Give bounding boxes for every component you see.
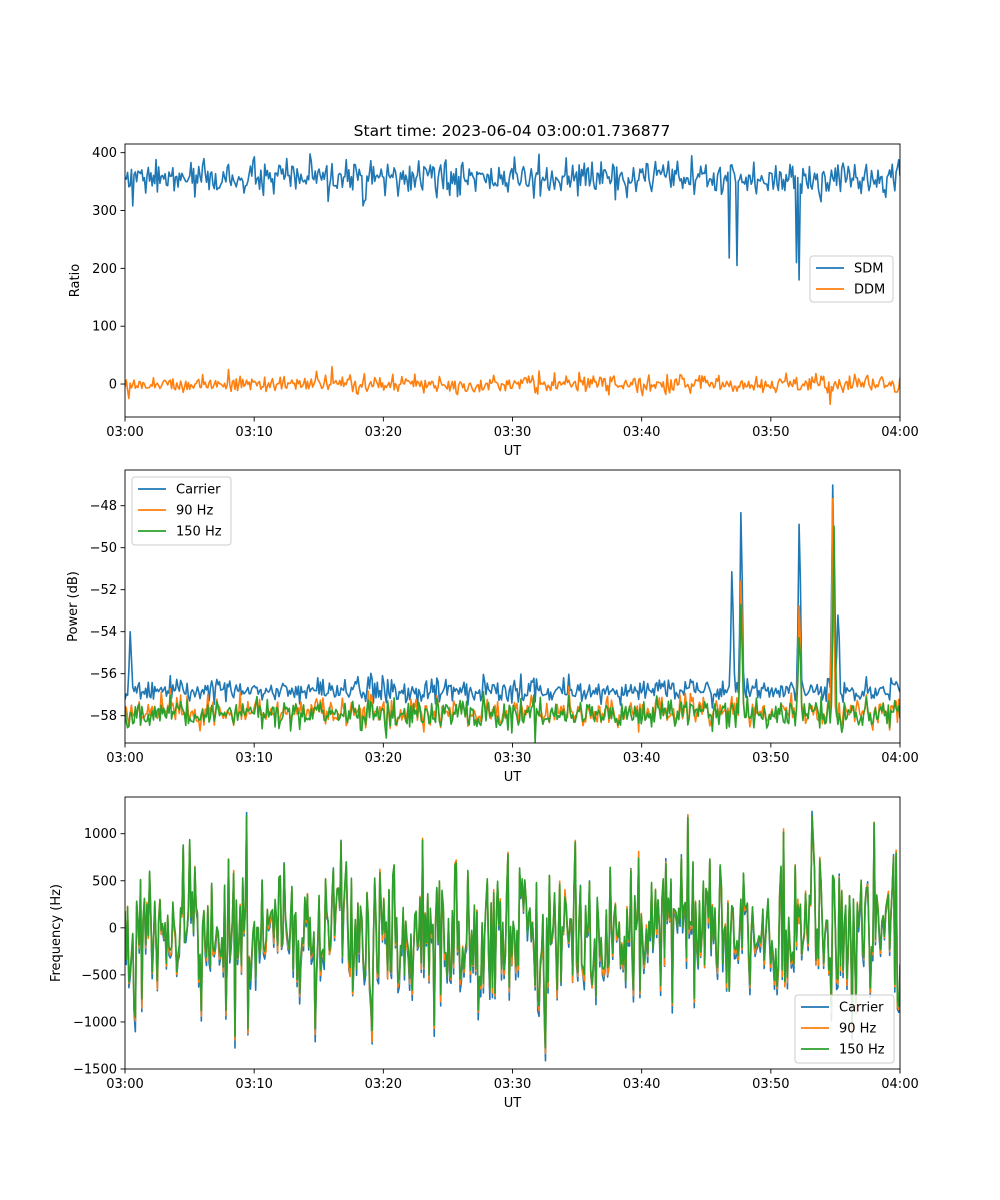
plot-area <box>125 810 900 1062</box>
frequency-panel: 03:00 03:10 03:20 03:30 03:40 03:50 04:00 −1500… <box>49 796 919 1111</box>
x-axis-label: UT <box>504 770 522 785</box>
x-tick-label: 04:00 <box>881 425 918 440</box>
y-tick-label: 500 <box>92 874 117 889</box>
ratio-panel: 03:00 03:10 03:20 03:30 03:40 03:50 04:00 0 100 2… <box>68 143 919 459</box>
series-line-sdm <box>125 153 900 281</box>
x-tick-label: 03:40 <box>623 1077 660 1092</box>
y-tick-label: 0 <box>109 378 117 393</box>
legend-label: Carrier <box>839 1001 884 1016</box>
y-tick-label: −54 <box>90 625 117 640</box>
y-tick-label: 400 <box>92 146 117 161</box>
legend-label: 90 Hz <box>839 1022 876 1037</box>
y-tick-label: 100 <box>92 320 117 335</box>
y-tick-label: −50 <box>90 541 117 556</box>
x-tick-label: 03:30 <box>494 425 531 440</box>
y-tick-label: −1500 <box>73 1063 117 1078</box>
series-line-150-hz <box>125 815 900 1049</box>
x-axis-label: UT <box>504 444 522 459</box>
legend-label: 150 Hz <box>176 525 222 540</box>
y-tick-label: 0 <box>109 921 117 936</box>
y-tick-label: 300 <box>92 204 117 219</box>
legend-label: SDM <box>854 262 883 277</box>
y-tick-label: 1000 <box>84 827 117 842</box>
y-tick-label: −52 <box>90 583 117 598</box>
x-tick-label: 03:10 <box>235 425 272 440</box>
legend-label: Carrier <box>176 483 221 498</box>
legend-label: DDM <box>854 283 885 298</box>
power-panel: 03:00 03:10 03:20 03:30 03:40 03:50 04:00 −58 −5… <box>66 469 919 785</box>
x-tick-label: 03:20 <box>365 1077 402 1092</box>
series-line-carrier <box>125 484 900 709</box>
y-axis-label: Power (dB) <box>66 571 81 642</box>
legend-label: 90 Hz <box>176 504 213 519</box>
plot-area <box>125 484 900 743</box>
x-tick-label: 03:30 <box>494 751 531 766</box>
y-tick-label: −58 <box>90 709 117 724</box>
x-tick-label: 03:20 <box>365 751 402 766</box>
legend: Carrier 90 Hz 150 Hz <box>794 994 895 1064</box>
x-tick-label: 03:40 <box>623 751 660 766</box>
legend-label: 150 Hz <box>839 1043 885 1058</box>
series-line-150-hz <box>125 525 900 743</box>
figure-title: Start time: 2023-06-04 03:00:01.736877 <box>354 122 671 140</box>
x-tick-label: 03:50 <box>752 751 789 766</box>
y-axis-label: Frequency (Hz) <box>49 884 64 982</box>
x-tick-label: 03:00 <box>106 425 143 440</box>
y-tick-label: −48 <box>90 499 117 514</box>
x-tick-label: 04:00 <box>881 751 918 766</box>
y-tick-label: −1000 <box>73 1015 117 1030</box>
legend: SDM DDM <box>809 255 894 303</box>
x-tick-label: 04:00 <box>881 1077 918 1092</box>
plot-area <box>125 153 900 406</box>
legend: Carrier 90 Hz 150 Hz <box>131 476 232 546</box>
series-line-ddm <box>125 365 900 406</box>
y-tick-label: 200 <box>92 262 117 277</box>
y-tick-label: −500 <box>81 968 117 983</box>
x-tick-label: 03:10 <box>235 751 272 766</box>
legend-box <box>131 476 232 546</box>
x-tick-label: 03:30 <box>494 1077 531 1092</box>
x-tick-label: 03:40 <box>623 425 660 440</box>
x-tick-label: 03:50 <box>752 1077 789 1092</box>
x-axis-label: UT <box>504 1096 522 1111</box>
x-tick-label: 03:50 <box>752 425 789 440</box>
x-tick-label: 03:00 <box>106 1077 143 1092</box>
y-tick-label: −56 <box>90 667 117 682</box>
legend-box <box>794 994 895 1064</box>
x-tick-label: 03:20 <box>365 425 402 440</box>
y-axis-label: Ratio <box>68 264 83 297</box>
x-tick-label: 03:00 <box>106 751 143 766</box>
x-tick-label: 03:10 <box>235 1077 272 1092</box>
